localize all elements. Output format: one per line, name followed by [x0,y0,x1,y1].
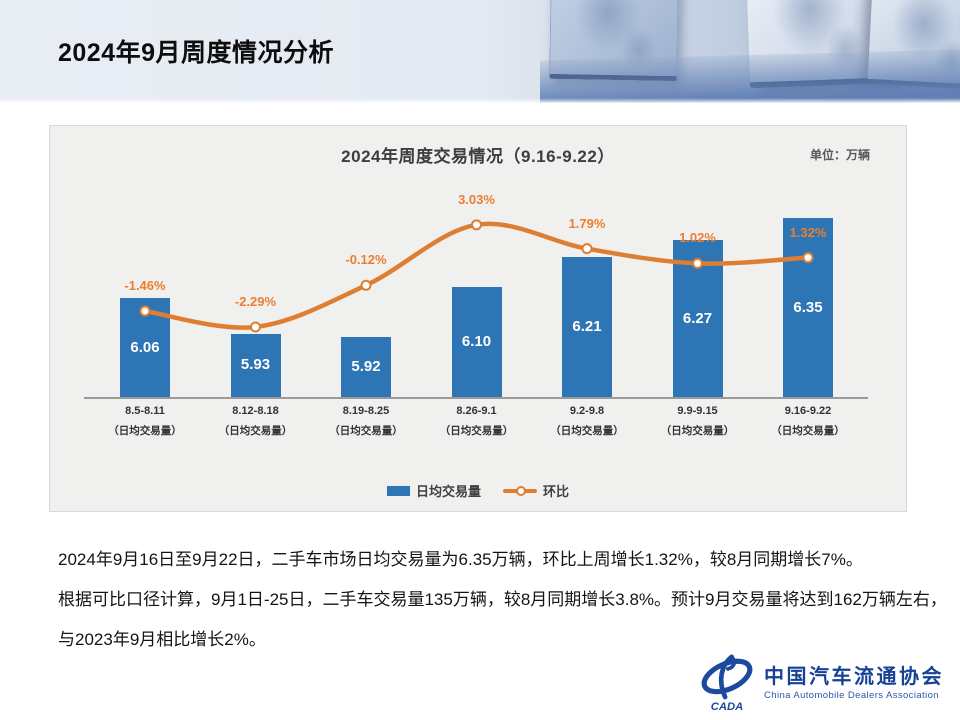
line-point-label: -1.46% [124,278,166,294]
bar-value-label: 5.93 [240,356,271,374]
legend-bar-swatch-icon [386,485,410,496]
bar-value-label: 6.27 [682,309,713,327]
x-tick-label: 8.12-8.18 [232,405,279,417]
page-title: 2024年9月周度情况分析 [58,39,335,67]
legend-line-label: 环比 [543,484,570,499]
x-tick-sublabel: （日均交易量） [218,425,293,437]
line-point-label: 1.32% [789,224,827,240]
x-tick-sublabel: （日均交易量） [771,425,845,437]
line-marker [471,219,482,231]
line-point-label: -0.12% [345,252,387,268]
summary-line-2: 根据可比口径计算，9月1日-25日，二手车交易量135万辆，较8月同期增长3.8… [58,590,947,609]
legend-item-line: 环比 [503,481,569,500]
header-cubes-photo [540,0,960,103]
cada-logo-icon: CADA [701,654,753,712]
bar-value-label: 6.10 [461,333,492,350]
chart-legend: 日均交易量 环比 [50,481,906,500]
x-tick-sublabel: （日均交易量） [550,425,624,437]
x-tick-sublabel: （日均交易量） [439,425,514,437]
x-tick-sublabel: （日均交易量） [329,425,403,437]
chart-title: 2024年周度交易情况（9.16-9.22） [341,147,615,166]
bar-value-label: 6.06 [130,338,160,356]
header-divider [0,98,960,103]
x-tick-label: 8.19-8.25 [342,405,390,417]
bar-value-label: 5.92 [351,357,381,375]
line-point-label: -2.29% [234,293,277,309]
line-marker [581,243,593,255]
logo-name-cn: 中国汽车流通协会 [764,665,944,688]
bar [230,333,281,397]
x-tick-label: 8.26-9.1 [456,405,497,417]
line-marker [360,279,372,291]
summary-line-3: 与2023年9月相比增长2%。 [58,630,266,649]
line-marker [250,321,261,333]
slide-header: 2024年9月周度情况分析 [0,0,960,103]
x-tick-sublabel: （日均交易量） [108,425,182,437]
line-point-label: 1.02% [679,230,716,246]
legend-line-swatch-icon [503,485,537,496]
logo-text: 中国汽车流通协会 China Automobile Dealers Associ… [764,665,944,702]
chart-panel: 2024年周度交易情况（9.16-9.22） 单位：万辆 6.06 -1.46% 8… [49,125,907,512]
x-axis-line [84,397,868,399]
summary-line-1: 2024年9月16日至9月22日，二手车市场日均交易量为6.35万辆，环比上周增… [58,550,863,569]
bar-value-label: 6.21 [572,317,602,335]
chart-unit-label: 单位：万辆 [809,148,870,162]
legend-item-bar: 日均交易量 [386,481,481,500]
legend-bar-label: 日均交易量 [415,484,481,499]
line-point-label: 1.79% [568,215,606,231]
cada-logo: CADA 中国汽车流通协会 China Automobile Dealers A… [697,654,944,712]
bar-value-label: 6.35 [793,298,823,316]
cada-badge-text: CADA [711,701,743,712]
x-tick-sublabel: （日均交易量） [660,425,735,437]
plot-area: 6.06 -1.46% 8.5-8.11 （日均交易量） 5.93 -2.29% 8.12-… [50,126,906,511]
x-tick-label: 9.16-9.22 [784,405,832,417]
x-tick-label: 9.9-9.15 [677,405,718,417]
x-tick-label: 8.5-8.11 [125,405,165,417]
x-tick-label: 9.2-9.8 [569,405,605,417]
bar [341,336,391,397]
line-point-label: 3.03% [458,191,495,207]
summary-text: 2024年9月16日至9月22日，二手车市场日均交易量为6.35万辆，环比上周增… [58,540,947,660]
logo-name-en: China Automobile Dealers Association [764,689,939,701]
